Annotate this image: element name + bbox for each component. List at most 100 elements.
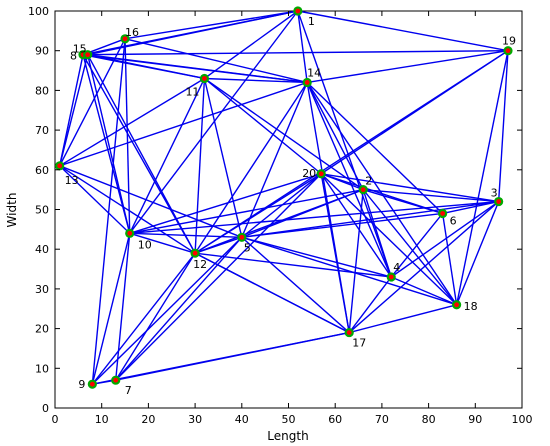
x-tick-label-80: 80 (422, 413, 436, 426)
y-tick-label-70: 70 (35, 124, 49, 137)
node-9 (87, 379, 97, 389)
x-tick-label-30: 30 (188, 413, 202, 426)
edge-10-12 (129, 232, 196, 254)
node-label-1: 1 (308, 15, 315, 28)
edge-10-5 (129, 232, 242, 238)
y-axis-title: Width (5, 193, 19, 228)
y-tick-label-10: 10 (35, 362, 49, 375)
edge-10-3 (129, 200, 499, 235)
edge-1-15 (87, 10, 298, 56)
edge-8-10 (82, 54, 131, 234)
node-label-15: 15 (73, 43, 87, 56)
y-tick-label-40: 40 (35, 243, 49, 256)
node-label-7: 7 (125, 384, 132, 397)
node-4 (386, 272, 396, 282)
edge-3-6 (442, 200, 499, 215)
x-tick-label-60: 60 (328, 413, 342, 426)
node-20 (316, 169, 326, 179)
x-tick-label-90: 90 (468, 413, 482, 426)
edge-8-13 (58, 54, 84, 166)
edge-12-20 (194, 173, 322, 254)
edge-13-5 (59, 165, 243, 238)
x-tick-label-70: 70 (375, 413, 389, 426)
edge-5-4 (241, 236, 392, 278)
edge-5-6 (241, 212, 443, 238)
edge-10-7 (115, 233, 131, 381)
edge-5-2 (241, 188, 364, 238)
y-tick-label-60: 60 (35, 164, 49, 177)
edge-14-2 (306, 82, 364, 190)
x-tick-label-100: 100 (512, 413, 533, 426)
edge-20-7 (115, 173, 322, 381)
edge-19-12 (194, 50, 509, 254)
node-label-20: 20 (302, 167, 316, 180)
edge-5-3 (241, 200, 499, 238)
edge-14-11 (204, 77, 308, 84)
edge-12-9 (91, 252, 196, 385)
edge-8-12 (82, 54, 196, 254)
edge-8-19 (83, 50, 508, 56)
x-tick-label-0: 0 (52, 413, 59, 426)
edge-20-18 (320, 173, 458, 306)
edge-20-3 (321, 173, 499, 203)
edge-1-19 (297, 10, 509, 52)
edge-19-14 (307, 50, 509, 84)
edge-11-13 (59, 77, 205, 167)
node-label-5: 5 (244, 241, 251, 254)
edge-8-14 (82, 53, 308, 84)
x-tick-label-40: 40 (235, 413, 249, 426)
edge-15-10 (87, 54, 131, 234)
edge-2-6 (363, 188, 443, 215)
edge-13-14 (59, 81, 308, 167)
x-tick-label-50: 50 (282, 413, 296, 426)
edge-20-4 (320, 173, 392, 278)
node-label-18: 18 (464, 300, 478, 313)
edge-3-4 (390, 200, 500, 278)
edge-14-6 (306, 81, 444, 214)
node-15 (83, 50, 93, 60)
edge-2-3 (363, 188, 499, 203)
x-axis-title: Length (267, 429, 308, 443)
edge-6-4 (390, 213, 444, 278)
edge-19-18 (455, 50, 509, 305)
edge-16-10 (124, 38, 131, 234)
edge-1-4 (297, 10, 392, 278)
node-label-17: 17 (352, 337, 366, 350)
edge-20-17 (320, 173, 350, 333)
edge-2-4 (362, 189, 392, 278)
node-label-16: 16 (125, 26, 139, 39)
edge-2-18 (362, 189, 458, 306)
node-19 (503, 46, 513, 56)
edge-3-17 (348, 201, 500, 334)
node-6 (438, 208, 448, 219)
y-tick-label-100: 100 (28, 5, 49, 18)
node-13 (55, 161, 65, 171)
node-label-2: 2 (365, 175, 372, 188)
node-label-4: 4 (393, 261, 400, 274)
y-tick-label-0: 0 (42, 402, 49, 415)
edge-10-20 (129, 173, 322, 234)
edge-13-12 (59, 165, 196, 254)
edge-17-18 (349, 304, 457, 334)
edge-10-9 (91, 233, 131, 385)
edge-3-18 (455, 201, 500, 306)
node-14 (302, 77, 312, 88)
y-tick-label-50: 50 (35, 204, 49, 217)
node-label-6: 6 (450, 214, 457, 227)
node-label-9: 9 (78, 378, 85, 391)
node-label-14: 14 (307, 66, 321, 79)
y-tick-label-30: 30 (35, 283, 49, 296)
edge-11-2 (204, 77, 364, 191)
edge-13-10 (59, 165, 131, 234)
edge-14-12 (194, 82, 308, 254)
node-11 (199, 73, 210, 84)
edge-5-20 (241, 173, 322, 238)
node-label-12: 12 (193, 258, 207, 271)
edge-11-5 (203, 78, 243, 238)
x-tick-label-10: 10 (95, 413, 109, 426)
node-label-3: 3 (491, 187, 498, 200)
edge-17-12 (194, 252, 350, 334)
edge-4-17 (348, 276, 392, 333)
